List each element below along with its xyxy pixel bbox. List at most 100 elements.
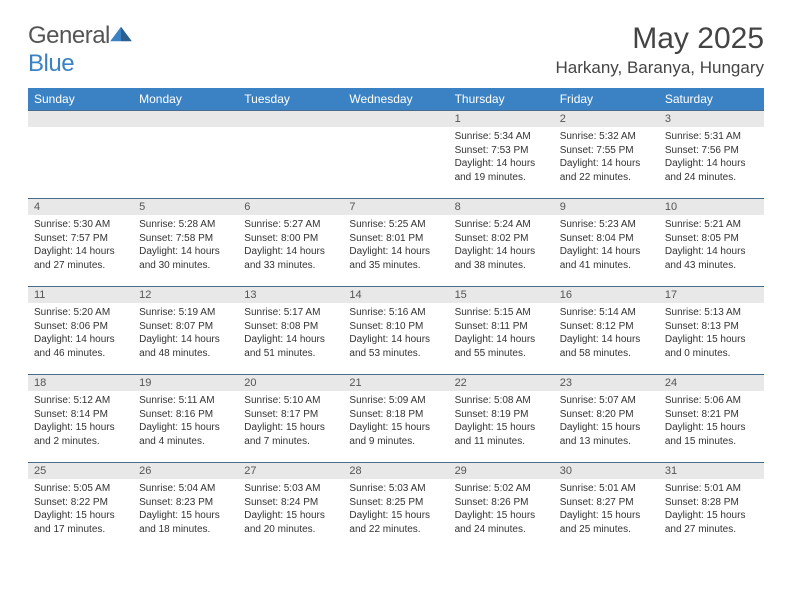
day-number: 2 [554,110,659,127]
day-body-empty [133,127,238,136]
sunrise-line: Sunrise: 5:13 AM [665,306,758,320]
daylight-line: Daylight: 15 hours and 15 minutes. [665,421,758,448]
day-body-empty [28,127,133,136]
sunrise-line: Sunrise: 5:11 AM [139,394,232,408]
day-number: 1 [449,110,554,127]
calendar-day-cell: 25Sunrise: 5:05 AMSunset: 8:22 PMDayligh… [28,462,133,550]
calendar-day-cell: 31Sunrise: 5:01 AMSunset: 8:28 PMDayligh… [659,462,764,550]
calendar-day-cell: 23Sunrise: 5:07 AMSunset: 8:20 PMDayligh… [554,374,659,462]
day-body: Sunrise: 5:28 AMSunset: 7:58 PMDaylight:… [133,215,238,278]
calendar-day-cell: 28Sunrise: 5:03 AMSunset: 8:25 PMDayligh… [343,462,448,550]
calendar-day-cell: 15Sunrise: 5:15 AMSunset: 8:11 PMDayligh… [449,286,554,374]
sunrise-line: Sunrise: 5:23 AM [560,218,653,232]
sunrise-line: Sunrise: 5:01 AM [665,482,758,496]
calendar-day-cell: 1Sunrise: 5:34 AMSunset: 7:53 PMDaylight… [449,110,554,198]
day-number: 5 [133,198,238,215]
calendar-day-cell: 19Sunrise: 5:11 AMSunset: 8:16 PMDayligh… [133,374,238,462]
sunrise-line: Sunrise: 5:16 AM [349,306,442,320]
daylight-line: Daylight: 14 hours and 55 minutes. [455,333,548,360]
daylight-line: Daylight: 14 hours and 30 minutes. [139,245,232,272]
sunset-line: Sunset: 8:27 PM [560,496,653,510]
day-body: Sunrise: 5:09 AMSunset: 8:18 PMDaylight:… [343,391,448,454]
day-body-empty [343,127,448,136]
sunset-line: Sunset: 8:25 PM [349,496,442,510]
calendar-table: SundayMondayTuesdayWednesdayThursdayFrid… [28,88,764,550]
day-body: Sunrise: 5:03 AMSunset: 8:24 PMDaylight:… [238,479,343,542]
day-number: 7 [343,198,448,215]
sunrise-line: Sunrise: 5:09 AM [349,394,442,408]
sunrise-line: Sunrise: 5:04 AM [139,482,232,496]
sunset-line: Sunset: 8:08 PM [244,320,337,334]
calendar-day-cell: 10Sunrise: 5:21 AMSunset: 8:05 PMDayligh… [659,198,764,286]
sunrise-line: Sunrise: 5:19 AM [139,306,232,320]
calendar-day-cell: 2Sunrise: 5:32 AMSunset: 7:55 PMDaylight… [554,110,659,198]
sunset-line: Sunset: 8:02 PM [455,232,548,246]
daylight-line: Daylight: 15 hours and 18 minutes. [139,509,232,536]
day-number: 18 [28,374,133,391]
sunrise-line: Sunrise: 5:30 AM [34,218,127,232]
calendar-day-cell [28,110,133,198]
calendar-day-cell: 3Sunrise: 5:31 AMSunset: 7:56 PMDaylight… [659,110,764,198]
daylight-line: Daylight: 15 hours and 25 minutes. [560,509,653,536]
sunrise-line: Sunrise: 5:15 AM [455,306,548,320]
calendar-day-cell: 8Sunrise: 5:24 AMSunset: 8:02 PMDaylight… [449,198,554,286]
daylight-line: Daylight: 14 hours and 22 minutes. [560,157,653,184]
calendar-day-cell: 22Sunrise: 5:08 AMSunset: 8:19 PMDayligh… [449,374,554,462]
sunrise-line: Sunrise: 5:05 AM [34,482,127,496]
sunset-line: Sunset: 7:58 PM [139,232,232,246]
calendar-day-cell: 9Sunrise: 5:23 AMSunset: 8:04 PMDaylight… [554,198,659,286]
weekday-header: Saturday [659,88,764,110]
sunrise-line: Sunrise: 5:31 AM [665,130,758,144]
calendar-week-row: 18Sunrise: 5:12 AMSunset: 8:14 PMDayligh… [28,374,764,462]
daylight-line: Daylight: 14 hours and 35 minutes. [349,245,442,272]
sunset-line: Sunset: 7:57 PM [34,232,127,246]
sunrise-line: Sunrise: 5:28 AM [139,218,232,232]
weekday-header: Monday [133,88,238,110]
calendar-header: SundayMondayTuesdayWednesdayThursdayFrid… [28,88,764,110]
calendar-day-cell [238,110,343,198]
month-title: May 2025 [555,22,764,56]
day-number: 13 [238,286,343,303]
calendar-day-cell: 4Sunrise: 5:30 AMSunset: 7:57 PMDaylight… [28,198,133,286]
sunrise-line: Sunrise: 5:17 AM [244,306,337,320]
sunrise-line: Sunrise: 5:03 AM [349,482,442,496]
calendar-day-cell: 12Sunrise: 5:19 AMSunset: 8:07 PMDayligh… [133,286,238,374]
day-body: Sunrise: 5:01 AMSunset: 8:27 PMDaylight:… [554,479,659,542]
day-number-empty [343,110,448,127]
day-body: Sunrise: 5:12 AMSunset: 8:14 PMDaylight:… [28,391,133,454]
page-header: General Blue May 2025 Harkany, Baranya, … [28,22,764,78]
day-body: Sunrise: 5:04 AMSunset: 8:23 PMDaylight:… [133,479,238,542]
calendar-day-cell: 11Sunrise: 5:20 AMSunset: 8:06 PMDayligh… [28,286,133,374]
day-number: 21 [343,374,448,391]
day-number: 15 [449,286,554,303]
sunset-line: Sunset: 8:16 PM [139,408,232,422]
calendar-week-row: 25Sunrise: 5:05 AMSunset: 8:22 PMDayligh… [28,462,764,550]
daylight-line: Daylight: 14 hours and 51 minutes. [244,333,337,360]
daylight-line: Daylight: 15 hours and 2 minutes. [34,421,127,448]
calendar-day-cell: 20Sunrise: 5:10 AMSunset: 8:17 PMDayligh… [238,374,343,462]
day-number: 24 [659,374,764,391]
sunset-line: Sunset: 8:26 PM [455,496,548,510]
day-body: Sunrise: 5:01 AMSunset: 8:28 PMDaylight:… [659,479,764,542]
day-number-empty [238,110,343,127]
daylight-line: Daylight: 14 hours and 38 minutes. [455,245,548,272]
sunset-line: Sunset: 8:10 PM [349,320,442,334]
daylight-line: Daylight: 14 hours and 41 minutes. [560,245,653,272]
sunrise-line: Sunrise: 5:24 AM [455,218,548,232]
logo: General Blue [28,22,132,78]
day-number: 3 [659,110,764,127]
day-body: Sunrise: 5:21 AMSunset: 8:05 PMDaylight:… [659,215,764,278]
title-block: May 2025 Harkany, Baranya, Hungary [555,22,764,78]
day-body: Sunrise: 5:20 AMSunset: 8:06 PMDaylight:… [28,303,133,366]
daylight-line: Daylight: 15 hours and 24 minutes. [455,509,548,536]
calendar-day-cell: 24Sunrise: 5:06 AMSunset: 8:21 PMDayligh… [659,374,764,462]
day-body: Sunrise: 5:17 AMSunset: 8:08 PMDaylight:… [238,303,343,366]
logo-text: General Blue [28,22,132,78]
sunset-line: Sunset: 8:00 PM [244,232,337,246]
calendar-week-row: 11Sunrise: 5:20 AMSunset: 8:06 PMDayligh… [28,286,764,374]
calendar-day-cell: 21Sunrise: 5:09 AMSunset: 8:18 PMDayligh… [343,374,448,462]
sunrise-line: Sunrise: 5:34 AM [455,130,548,144]
sunset-line: Sunset: 8:06 PM [34,320,127,334]
calendar-day-cell: 5Sunrise: 5:28 AMSunset: 7:58 PMDaylight… [133,198,238,286]
day-number: 19 [133,374,238,391]
